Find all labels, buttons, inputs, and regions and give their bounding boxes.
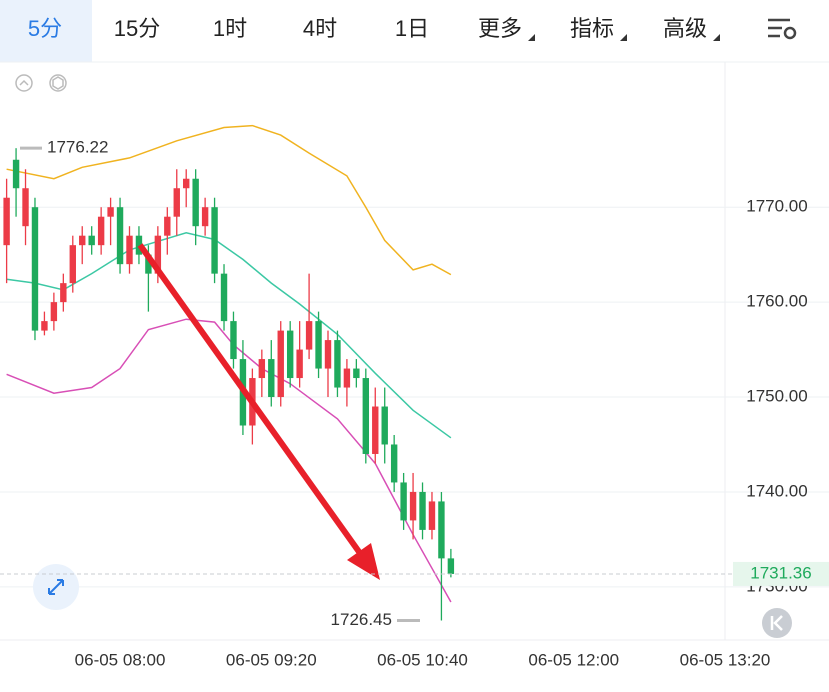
candle-body	[79, 235, 86, 246]
tab[interactable]: 高级	[663, 16, 707, 41]
k-icon	[770, 615, 783, 631]
expand-icon	[48, 579, 64, 595]
x-tick-label: 06-05 08:00	[75, 650, 166, 669]
candle-body	[69, 245, 76, 284]
candle-body	[324, 340, 332, 369]
x-tick-label: 06-05 13:20	[680, 650, 771, 669]
candle-body	[126, 235, 133, 265]
last-price-box	[733, 561, 829, 586]
tab[interactable]: 15分	[114, 16, 160, 41]
candle-body	[268, 359, 275, 398]
candle-body	[183, 178, 190, 189]
y-tick-label: 1760.00	[746, 292, 807, 311]
band-line	[6, 232, 452, 439]
candle-body	[315, 321, 322, 369]
candle-body	[135, 235, 143, 255]
tab[interactable]: 1日	[395, 16, 429, 41]
candle-body	[211, 207, 218, 274]
tab[interactable]: 4时	[303, 16, 337, 41]
tab[interactable]: 指标	[570, 16, 614, 41]
candle-body	[31, 207, 39, 331]
dropdown-arrows	[528, 34, 720, 41]
candle-body	[400, 482, 407, 521]
candle-body	[22, 188, 29, 227]
candle-body	[277, 330, 284, 398]
candle-body	[438, 501, 445, 559]
candle-body	[230, 321, 237, 360]
candle-body	[381, 406, 388, 445]
candle-body	[258, 359, 266, 379]
candle-body	[296, 349, 303, 379]
candle-body	[192, 178, 199, 227]
candle-body	[97, 216, 105, 246]
x-tick-label: 06-05 12:00	[528, 650, 619, 669]
candle-body	[88, 235, 95, 246]
low-label: 1726.45	[331, 610, 392, 629]
tab[interactable]: 1时	[213, 16, 247, 41]
candle-body	[305, 321, 313, 350]
candle-body	[116, 207, 124, 265]
x-tick-label: 06-05 10:40	[377, 650, 468, 669]
y-tick-label: 1770.00	[746, 197, 807, 216]
candle-body	[60, 283, 67, 303]
candle-body	[409, 491, 417, 521]
candle-body	[3, 197, 10, 246]
y-tick-label: 1740.00	[746, 481, 807, 500]
candle-body	[220, 273, 228, 322]
candle-body	[12, 159, 20, 189]
candle-body	[334, 340, 341, 388]
last-price-label: 1731.36	[750, 563, 811, 582]
candle-body	[286, 330, 294, 379]
candle-body	[447, 558, 455, 574]
candle-body	[343, 368, 351, 388]
band-line	[6, 124, 452, 276]
tab-selected-bg	[0, 0, 92, 62]
arrow-head	[347, 543, 380, 580]
candle-body	[41, 321, 48, 331]
arrow	[137, 243, 365, 558]
candle-body	[372, 406, 379, 454]
candle-body	[50, 302, 58, 322]
candle-body	[154, 235, 162, 274]
candle-body	[145, 254, 152, 274]
candle-body	[173, 188, 180, 217]
candle-body	[164, 216, 171, 236]
x-tick-label: 06-05 09:20	[226, 650, 317, 669]
candle-body	[419, 491, 426, 530]
tab[interactable]: 更多	[478, 16, 522, 41]
top-icons[interactable]	[15, 74, 67, 92]
band-line	[6, 318, 452, 603]
candle-body	[362, 378, 370, 454]
candle-body	[353, 368, 360, 379]
y-tick-label: 1750.00	[746, 387, 807, 406]
high-label: 1776.22	[47, 138, 108, 157]
candle-body	[201, 207, 209, 227]
k-button[interactable]	[762, 608, 792, 638]
candle-body	[428, 501, 436, 530]
settings-icon[interactable]	[768, 18, 797, 40]
candle-body	[107, 207, 114, 217]
tab[interactable]: 5分	[28, 16, 62, 41]
candle-body	[390, 444, 398, 483]
